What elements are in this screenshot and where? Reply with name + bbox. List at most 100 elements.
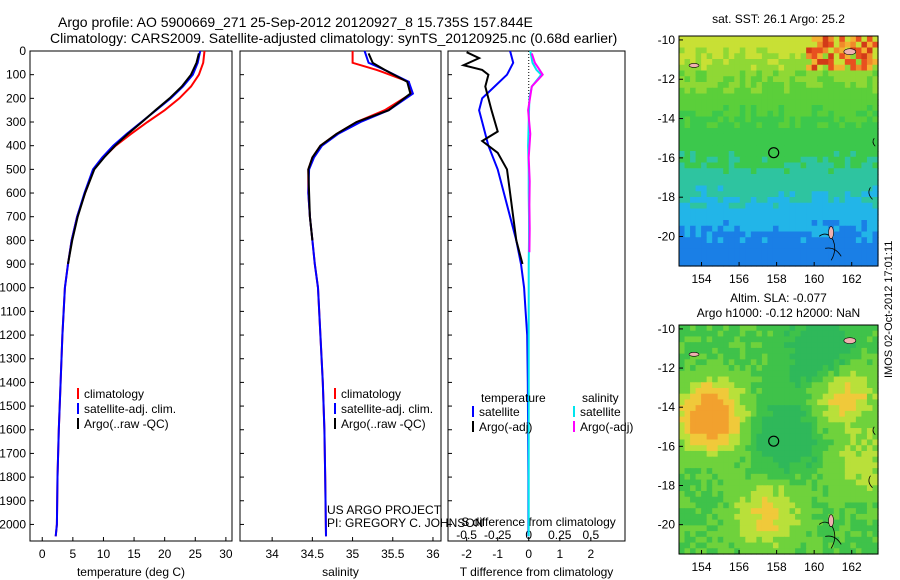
ytick-label-depth: 600 — [6, 186, 26, 200]
xtick-label-temp: 20 — [158, 547, 172, 561]
xtick-label-sal: 34 — [265, 547, 279, 561]
ytick-label-depth: 400 — [6, 139, 26, 153]
imos-timestamp: IMOS 02-Oct-2012 17:01:11 — [883, 240, 895, 378]
ytick-label-depth: 200 — [6, 91, 26, 105]
plot-frame-sal — [239, 50, 442, 542]
x2tick-label-salinity-diff: -0.25 — [484, 528, 512, 542]
legend-title-salinity: salinity — [582, 391, 619, 405]
xtick-label-diff: -2 — [461, 547, 472, 561]
map-island-sla — [688, 352, 700, 357]
series-line-sal-2 — [307, 53, 412, 241]
ytick-label-depth: 1600 — [0, 423, 26, 437]
legend-label-temp: satellite-adj. clim. — [84, 402, 176, 416]
xtick-label-temp: 30 — [219, 547, 233, 561]
legend-label-sal: climatology — [341, 387, 401, 401]
xtick-label-diff: 2 — [587, 547, 594, 561]
map-ytick-label-sst: -12 — [658, 72, 676, 86]
map-raster-sst — [679, 36, 879, 267]
ytick-label-depth: 0 — [19, 44, 26, 58]
plot-frame-diff — [447, 50, 626, 542]
map-xtick-label-sla: 158 — [767, 560, 787, 574]
map-ytick-label-sst: -16 — [658, 151, 676, 165]
map-xtick-label-sla: 154 — [692, 560, 712, 574]
title-line-1: Argo profile: AO 5900669_271 25-Sep-2012… — [58, 14, 533, 30]
xtick-label-temp: 5 — [70, 547, 77, 561]
legend-label-temp: Argo(..raw -QC) — [84, 417, 169, 431]
ytick-label-depth: 800 — [6, 233, 26, 247]
xtick-label-diff: -1 — [492, 547, 503, 561]
map-title-sst: sat. SST: 26.1 Argo: 25.2 — [712, 12, 845, 26]
map-island-sst — [843, 48, 857, 56]
map-xtick-label-sst: 162 — [842, 272, 862, 286]
series-line-diff-1 — [460, 51, 524, 265]
map-contour-sst — [818, 233, 842, 261]
xtick-label-sal: 34.5 — [301, 547, 325, 561]
ytick-label-depth: 900 — [6, 257, 26, 271]
ytick-label-depth: 2000 — [0, 517, 26, 531]
map-island-sst — [688, 63, 700, 68]
title-line-2: Climatology: CARS2009. Satellite-adjuste… — [50, 30, 618, 46]
xtick-label-diff: 0 — [525, 547, 532, 561]
legend-label-diff: satellite — [580, 405, 621, 419]
ytick-label-depth: 1000 — [0, 281, 26, 295]
ytick-label-depth: 700 — [6, 210, 26, 224]
xtick-label-sal: 35.5 — [381, 547, 405, 561]
ytick-label-depth: 1900 — [0, 494, 26, 508]
plot-frame-temp — [29, 50, 233, 542]
xaxis-label-diff: T difference from climatology — [460, 565, 614, 579]
map-xtick-label-sla: 160 — [804, 560, 824, 574]
map-subtitle-sla: Argo h1000: -0.12 h2000: NaN — [697, 306, 860, 320]
x2tick-label-salinity-diff: 0.5 — [582, 528, 599, 542]
map-ytick-label-sst: -20 — [658, 230, 676, 244]
map-island-sla — [843, 337, 857, 344]
ytick-label-depth: 1500 — [0, 399, 26, 413]
map-ytick-label-sla: -16 — [658, 439, 676, 453]
ytick-label-depth: 1700 — [0, 446, 26, 460]
x2axis-label-salinity-diff: S difference from climatology — [461, 515, 616, 529]
series-line-temp-2 — [67, 53, 200, 265]
xtick-label-temp: 0 — [39, 547, 46, 561]
legend-label-diff: satellite — [479, 405, 520, 419]
ytick-label-depth: 300 — [6, 115, 26, 129]
map-ytick-label-sla: -12 — [658, 361, 676, 375]
legend-label-temp: climatology — [84, 387, 144, 401]
series-line-diff-3 — [527, 53, 544, 253]
xtick-label-diff: 1 — [556, 547, 563, 561]
map-island-sst — [828, 226, 834, 239]
ytick-label-depth: 1800 — [0, 470, 26, 484]
xtick-label-sal: 36 — [426, 547, 440, 561]
map-xtick-label-sst: 154 — [692, 272, 712, 286]
map-title-sla: Altim. SLA: -0.077 — [730, 291, 827, 305]
xaxis-label-sal: salinity — [322, 565, 359, 579]
map-island-sla — [828, 514, 834, 528]
x2tick-label-salinity-diff: 0.25 — [548, 528, 572, 542]
xtick-label-sal: 35 — [346, 547, 360, 561]
argo-profile-marker-sst — [768, 147, 780, 159]
ytick-label-depth: 100 — [6, 68, 26, 82]
argo-profile-marker-sla — [768, 435, 780, 447]
legend-label-diff: Argo(-adj) — [580, 420, 633, 434]
map-contour-sst — [868, 137, 876, 200]
ytick-label-depth: 1400 — [0, 375, 26, 389]
xtick-label-temp: 25 — [189, 547, 203, 561]
map-frame-sla — [678, 324, 879, 555]
legend-label-sal: Argo(..raw -QC) — [341, 417, 426, 431]
ytick-label-depth: 1300 — [0, 352, 26, 366]
xtick-label-temp: 10 — [97, 547, 111, 561]
legend-title-temperature: temperature — [481, 391, 546, 405]
xtick-label-temp: 15 — [127, 547, 141, 561]
map-ytick-label-sla: -10 — [658, 322, 676, 336]
map-raster-sla — [679, 325, 879, 555]
legend-label-sal: satellite-adj. clim. — [341, 402, 433, 416]
map-ytick-label-sla: -18 — [658, 478, 676, 492]
map-contour-sla — [868, 426, 876, 488]
map-ytick-label-sla: -20 — [658, 518, 676, 532]
map-xtick-label-sst: 160 — [804, 272, 824, 286]
map-ytick-label-sst: -10 — [658, 33, 676, 47]
xaxis-label-temp: temperature (deg C) — [77, 565, 185, 579]
map-xtick-label-sla: 162 — [842, 560, 862, 574]
annotation-text: US ARGO PROJECT — [327, 503, 442, 517]
legend-label-diff: Argo(-adj) — [479, 420, 532, 434]
ytick-label-depth: 1200 — [0, 328, 26, 342]
